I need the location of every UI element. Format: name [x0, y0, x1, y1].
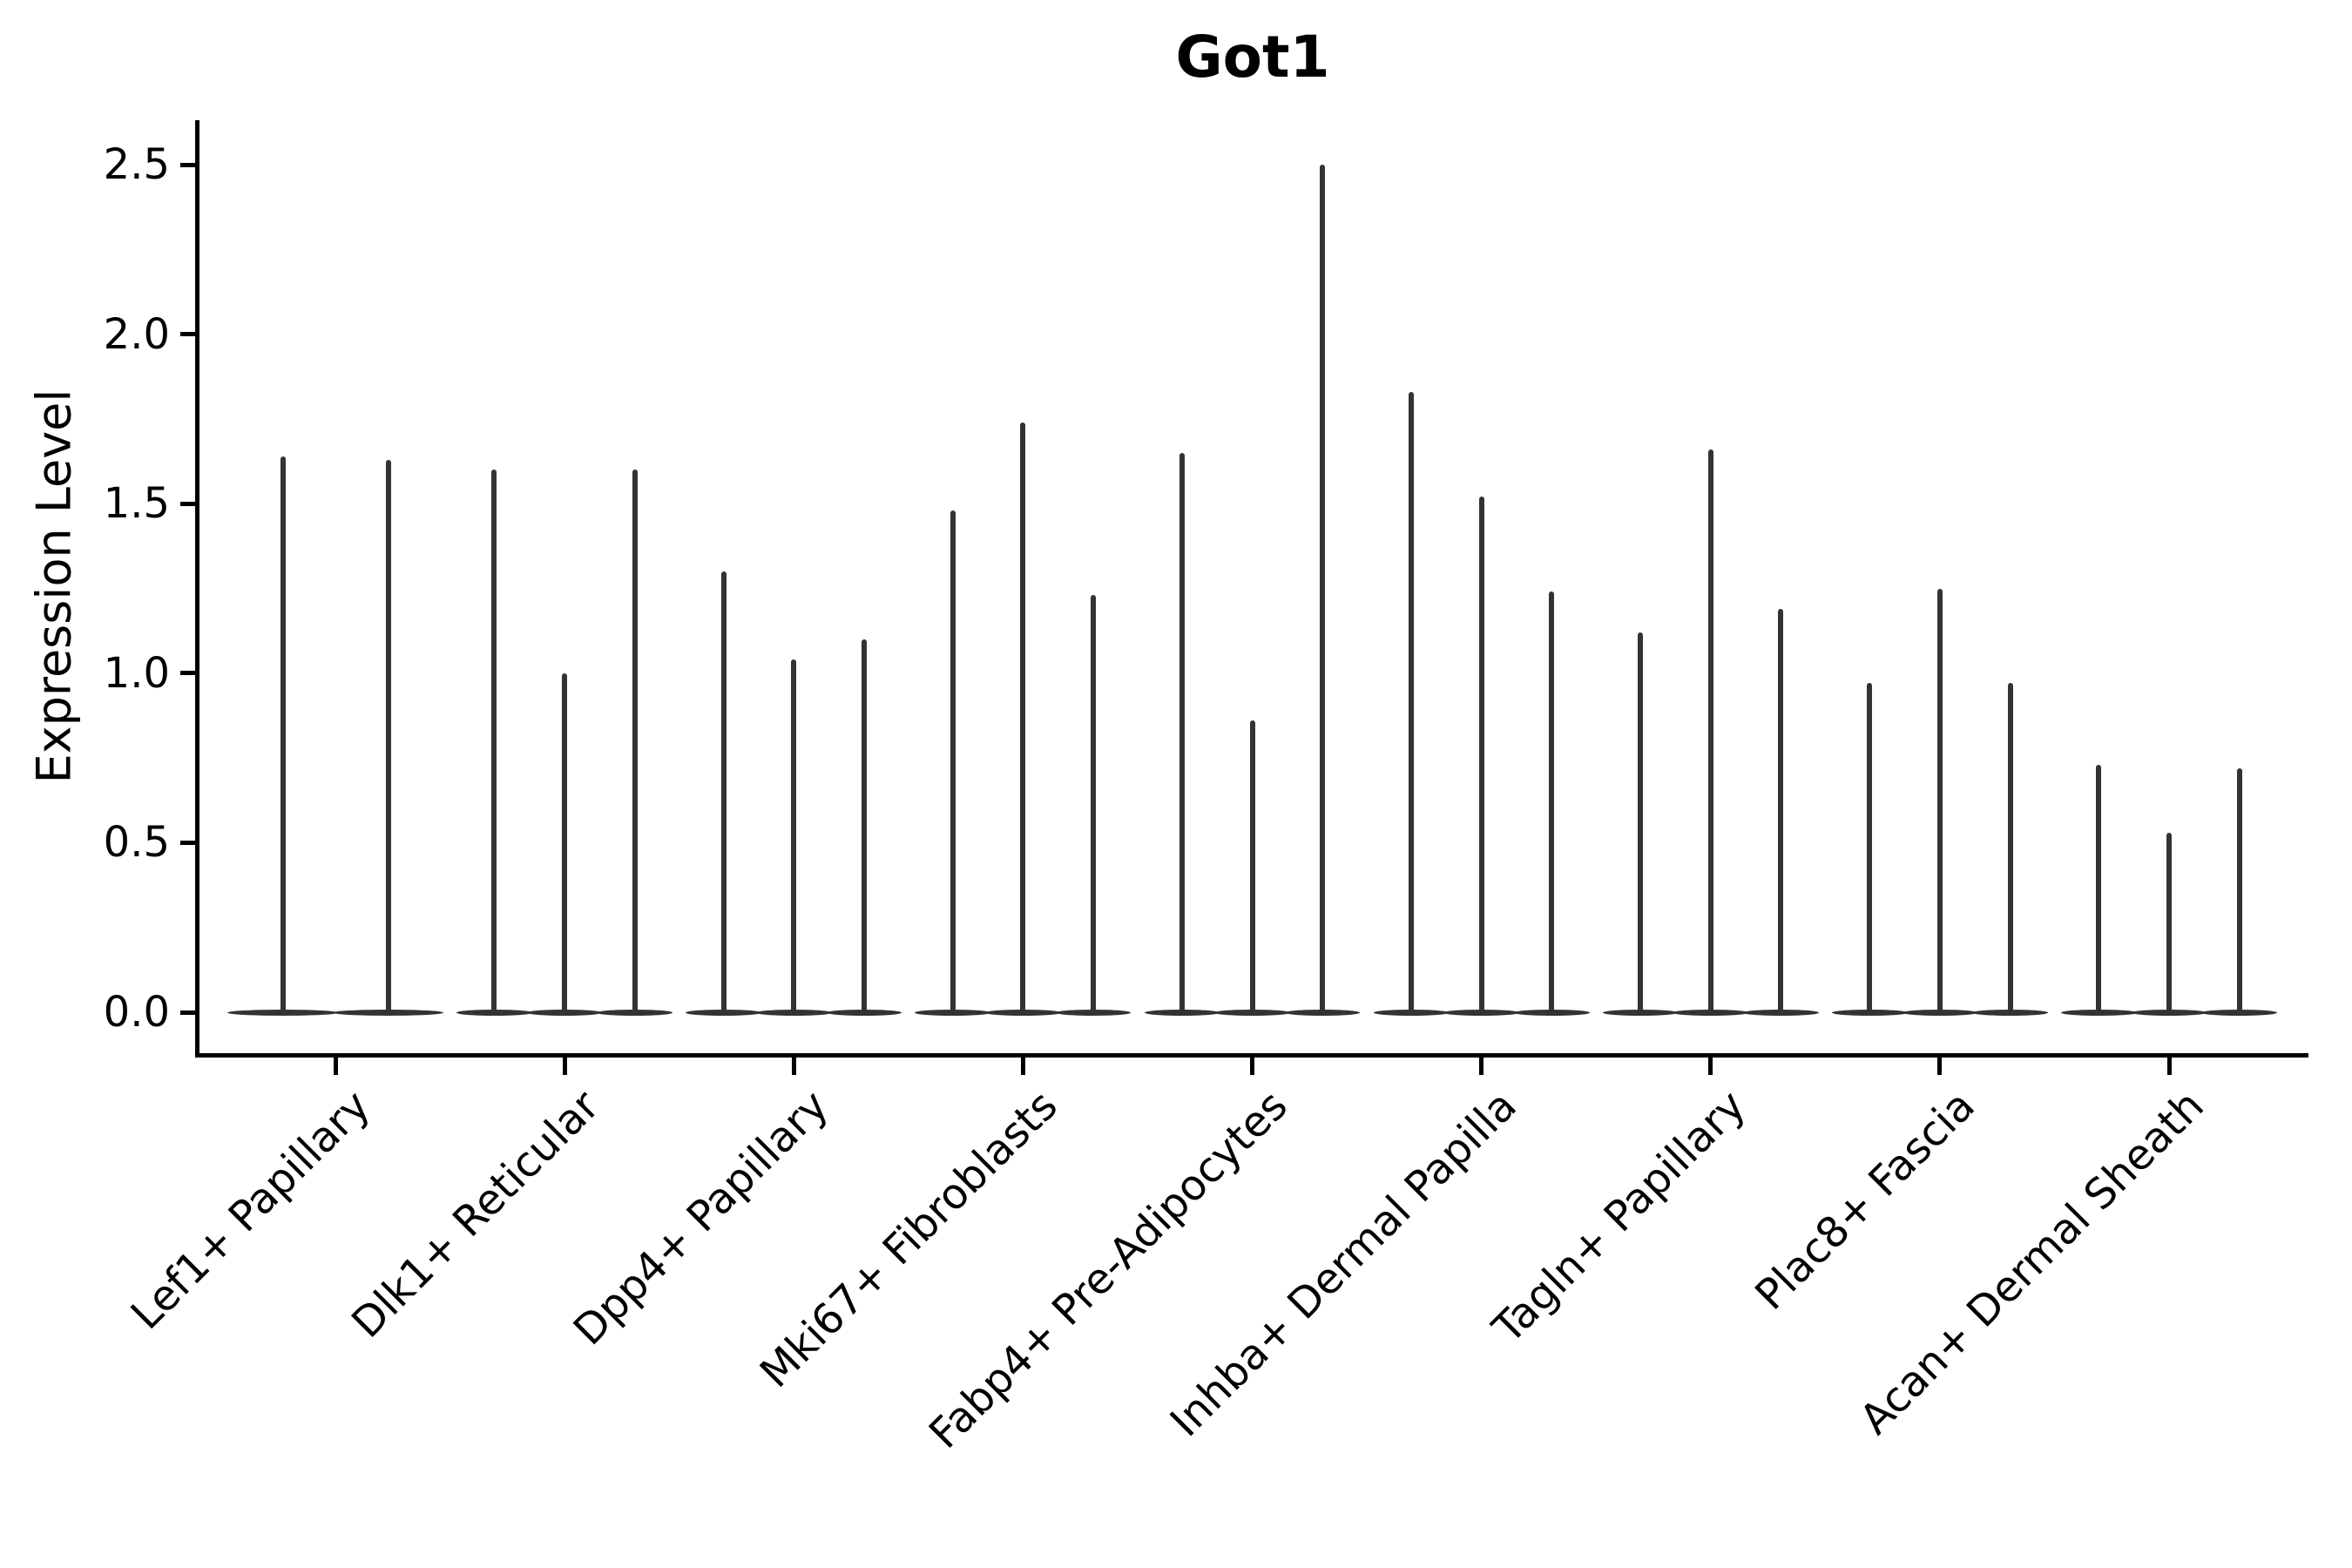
y-tick-label: 2.5 — [103, 140, 170, 189]
x-tick-mark — [1708, 1058, 1713, 1075]
violin-spike — [1091, 595, 1097, 1016]
x-tick-label: Dlk1+ Reticular — [342, 1081, 609, 1348]
violin-spike — [950, 510, 956, 1016]
x-tick-label: Dpp4+ Papillary — [564, 1081, 839, 1355]
violin-spike — [385, 459, 391, 1016]
violin-spike — [280, 456, 286, 1016]
violin-spike — [2166, 832, 2172, 1016]
x-tick-mark — [2166, 1058, 2172, 1075]
x-tick-mark — [1479, 1058, 1484, 1075]
violin-spike — [720, 571, 727, 1016]
violin-spike — [1778, 608, 1784, 1016]
x-tick-mark — [1250, 1058, 1254, 1075]
y-tick-label: 1.5 — [103, 479, 170, 529]
y-tick-label: 1.0 — [103, 648, 170, 698]
y-tick-label: 0.0 — [103, 988, 170, 1037]
x-tick-mark — [333, 1058, 338, 1075]
y-tick-mark — [180, 501, 195, 506]
violin-spike — [861, 639, 867, 1016]
x-tick-label: Tagln+ Papillary — [1483, 1081, 1755, 1353]
chart-title: Got1 — [1175, 24, 1330, 91]
violin-spike — [491, 470, 497, 1016]
violin-spike — [2007, 683, 2013, 1016]
y-axis-spine — [195, 120, 199, 1058]
x-tick-label: Lef1+ Papillary — [121, 1081, 380, 1340]
x-tick-label: Plac8+ Fascia — [1746, 1081, 1984, 1320]
violin-spike — [1549, 591, 1555, 1016]
violin-spike — [1638, 632, 1644, 1016]
violin-spike — [1249, 720, 1255, 1016]
x-tick-mark — [562, 1058, 567, 1075]
y-tick-label: 2.0 — [103, 309, 170, 359]
y-tick-mark — [180, 162, 195, 167]
violin-spike — [1936, 588, 1943, 1016]
violin-spike — [1867, 683, 1873, 1016]
violin-spike — [632, 470, 638, 1016]
violin-spike — [1320, 165, 1326, 1016]
y-tick-mark — [180, 840, 195, 845]
x-tick-mark — [791, 1058, 796, 1075]
x-axis-spine — [195, 1053, 2308, 1058]
violin-spike — [2096, 764, 2102, 1016]
violin-spike — [1408, 391, 1414, 1016]
violin-spike — [1020, 422, 1026, 1016]
violin-spike — [1179, 452, 1185, 1016]
x-tick-mark — [1937, 1058, 1943, 1075]
x-tick-mark — [1020, 1058, 1025, 1075]
violin-spike — [1707, 449, 1713, 1016]
y-tick-mark — [180, 671, 195, 676]
y-axis-label: Expression Level — [26, 389, 82, 784]
violin-spike — [1478, 497, 1484, 1016]
y-tick-label: 0.5 — [103, 818, 170, 868]
violin-spike — [791, 659, 797, 1016]
violin-spike — [562, 672, 568, 1016]
y-tick-mark — [180, 1010, 195, 1015]
y-tick-mark — [180, 332, 195, 337]
violin-spike — [2236, 767, 2242, 1016]
